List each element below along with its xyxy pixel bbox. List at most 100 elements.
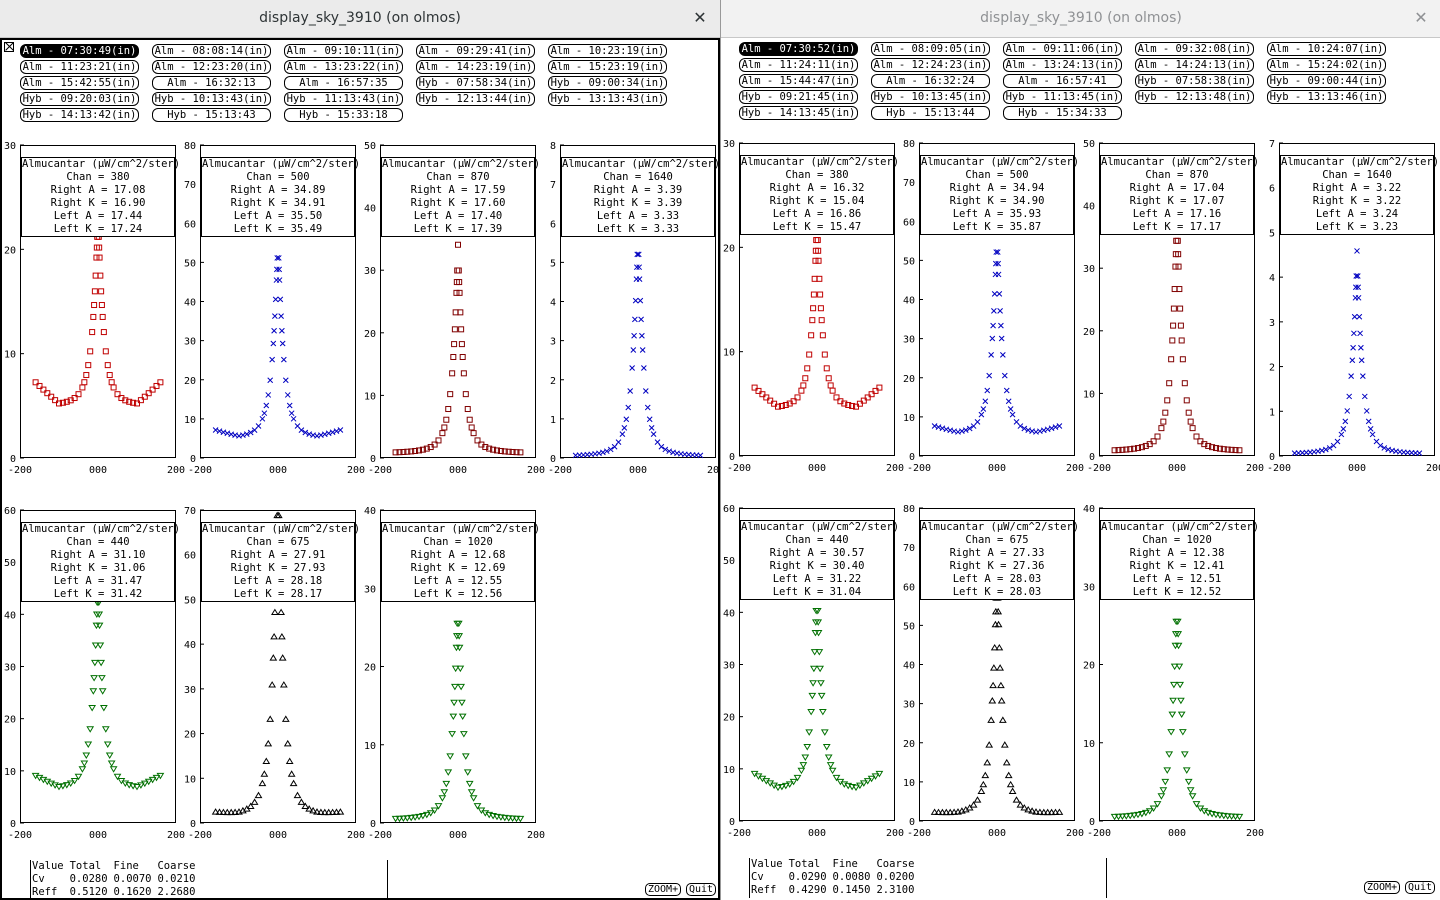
data-point: [504, 815, 513, 822]
data-point: [995, 260, 1002, 267]
x-tick-label: -200: [1267, 463, 1291, 474]
data-point: [1047, 808, 1056, 816]
data-point: [93, 254, 100, 261]
data-point: [1177, 305, 1184, 312]
legend-chan: Chan = 500: [202, 171, 354, 184]
data-point: [1170, 663, 1179, 671]
data-point: [803, 744, 812, 751]
data-point: [998, 335, 1005, 342]
data-point: [662, 446, 669, 453]
scan-button[interactable]: Alm - 11:23:21(in): [20, 60, 139, 74]
data-point: [231, 808, 239, 815]
legend-value: 15.04: [832, 195, 865, 207]
data-point: [98, 288, 105, 295]
scan-button[interactable]: Alm - 07:30:52(in): [739, 42, 858, 56]
data-point: [1416, 450, 1423, 456]
data-point: [646, 416, 653, 423]
y-tick-label: 50: [184, 258, 196, 269]
scan-button[interactable]: Hyb - 15:33:18: [284, 108, 403, 122]
scan-button[interactable]: Alm - 15:23:19(in): [548, 60, 667, 74]
scan-button[interactable]: Alm - 14:24:13(in): [1135, 58, 1254, 72]
zoom-button[interactable]: ZOOM+: [1364, 881, 1401, 894]
legend-title: Almucantar (µW/cm^2/ster): [202, 523, 361, 535]
scan-button[interactable]: Alm - 13:23:22(in): [284, 60, 403, 74]
scan-button[interactable]: Hyb - 14:13:45(in): [739, 106, 858, 120]
scan-button[interactable]: Hyb - 15:13:43: [152, 108, 271, 122]
legend-title: Almucantar (µW/cm^2/ster): [22, 523, 181, 535]
scan-button[interactable]: Hyb - 07:58:38(in): [1135, 74, 1254, 88]
scan-button[interactable]: Alm - 16:57:35: [284, 76, 403, 90]
scan-button[interactable]: Alm - 15:44:47(in): [739, 74, 858, 88]
scan-button[interactable]: Alm - 16:32:13: [152, 76, 271, 90]
data-point: [277, 608, 286, 616]
y-tick-label: 40: [364, 204, 376, 215]
scan-button[interactable]: Hyb - 12:13:48(in): [1135, 90, 1254, 104]
scan-button[interactable]: Alm - 13:24:13(in): [1003, 58, 1122, 72]
scan-button[interactable]: Hyb - 09:21:45(in): [739, 90, 858, 104]
quit-button[interactable]: Quit: [686, 883, 717, 896]
scan-button[interactable]: Alm - 11:24:11(in): [739, 58, 858, 72]
close-icon[interactable]: ✕: [1414, 8, 1428, 27]
scan-button[interactable]: Hyb - 10:13:45(in): [871, 90, 990, 104]
scan-button[interactable]: Alm - 09:32:08(in): [1135, 42, 1254, 56]
scan-button[interactable]: Alm - 09:29:41(in): [416, 44, 535, 58]
scan-button[interactable]: Alm - 08:09:05(in): [871, 42, 990, 56]
data-point: [448, 731, 457, 738]
scan-button[interactable]: Hyb - 15:13:44: [871, 106, 990, 120]
scan-button[interactable]: Alm - 16:32:24: [871, 74, 990, 88]
data-point: [1326, 445, 1333, 451]
y-tick-label: 40: [903, 296, 915, 307]
almucantar-plot-chan-870: 0 10 20 30 40 50 -200 000 200 Almucantar (µW/cm^2…: [364, 141, 545, 476]
data-point: [1358, 357, 1365, 364]
scan-button[interactable]: Alm - 12:23:20(in): [152, 60, 271, 74]
legend-right-k: Right K = 3.22: [1281, 195, 1433, 208]
data-point: [80, 760, 89, 767]
scan-button[interactable]: Hyb - 13:13:43(in): [548, 92, 667, 106]
data-point: [1170, 322, 1177, 329]
quit-button[interactable]: Quit: [1405, 881, 1436, 894]
close-icon[interactable]: ✕: [693, 8, 707, 27]
scan-button[interactable]: Alm - 16:57:41: [1003, 74, 1122, 88]
scan-button[interactable]: Hyb - 12:13:44(in): [416, 92, 535, 106]
data-point: [285, 757, 294, 764]
scan-button[interactable]: Hyb - 09:20:03(in): [20, 92, 139, 106]
data-point: [809, 680, 817, 687]
scan-button[interactable]: Alm - 12:24:23(in): [871, 58, 990, 72]
almucantar-plot-chan-675: 0 10 20 30 40 50 60 70 -200 000 200 Almucantar (µW/…: [184, 506, 365, 841]
scan-button[interactable]: Hyb - 15:34:33: [1003, 106, 1122, 120]
scan-button[interactable]: Alm - 09:10:11(in): [284, 44, 403, 58]
scan-button[interactable]: Alm - 09:11:06(in): [1003, 42, 1122, 56]
data-point: [458, 341, 465, 348]
data-point: [1228, 446, 1235, 453]
x-tick-label: 000: [269, 465, 287, 476]
window-title: display_sky_3910 (on olmos): [980, 10, 1182, 26]
scan-button[interactable]: Alm - 10:23:19(in): [548, 44, 667, 58]
scan-button[interactable]: Alm - 10:24:07(in): [1267, 42, 1386, 56]
data-point: [1021, 425, 1028, 432]
scan-button[interactable]: Hyb - 10:13:43(in): [152, 92, 271, 106]
scan-button[interactable]: Alm - 15:42:55(in): [20, 76, 139, 90]
y-tick-label: 10: [1083, 389, 1095, 400]
scan-button[interactable]: Alm - 14:23:19(in): [416, 60, 535, 74]
scan-button[interactable]: Hyb - 13:13:46(in): [1267, 90, 1386, 104]
data-point: [279, 327, 285, 334]
zoom-button[interactable]: ZOOM+: [645, 883, 682, 896]
y-tick-label: 30: [364, 266, 376, 277]
data-point: [450, 699, 458, 707]
data-point: [808, 692, 817, 700]
scan-button[interactable]: Hyb - 14:13:42(in): [20, 108, 139, 122]
data-point: [450, 354, 457, 361]
scan-button[interactable]: Hyb - 07:58:34(in): [416, 76, 535, 90]
window-menu-icon[interactable]: [4, 42, 14, 52]
scan-button[interactable]: Hyb - 09:00:34(in): [548, 76, 667, 90]
scan-button[interactable]: Alm - 15:24:02(in): [1267, 58, 1386, 72]
scan-button[interactable]: Hyb - 11:13:43(in): [284, 92, 403, 106]
scan-button[interactable]: Hyb - 09:00:44(in): [1267, 74, 1386, 88]
scan-button[interactable]: Hyb - 11:13:45(in): [1003, 90, 1122, 104]
scan-button[interactable]: Alm - 08:08:14(in): [152, 44, 271, 58]
stats-header: Total: [788, 858, 821, 870]
scan-button[interactable]: Alm - 07:30:49(in): [20, 44, 139, 58]
stats-cell: 0.1450: [832, 884, 871, 896]
y-tick-label: 30: [1083, 264, 1095, 275]
legend-value: 12.55: [470, 575, 503, 587]
